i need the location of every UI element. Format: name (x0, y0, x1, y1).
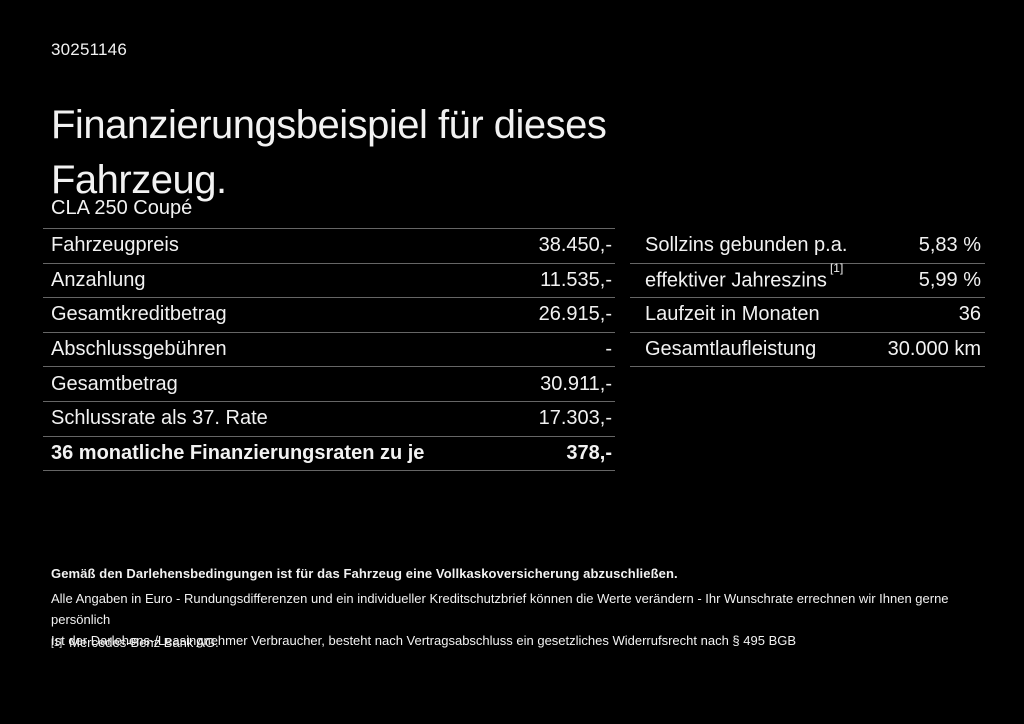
row-label: Laufzeit in Monaten (645, 303, 820, 326)
row-label: 36 monatliche Finanzierungsraten zu je (51, 441, 425, 464)
document-id: 30251146 (51, 40, 127, 59)
table-row: Gesamtlaufleistung 30.000 km (630, 333, 985, 368)
row-label: Gesamtkreditbetrag (51, 303, 227, 326)
table-row: Gesamtbetrag 30.911,- (43, 367, 615, 402)
page-title: Finanzierungsbeispiel für dieses Fahrzeu… (51, 102, 607, 202)
footnote-text: Mercedes-Benz Bank AG. (69, 635, 219, 650)
row-label-text: effektiver Jahreszins (645, 269, 827, 292)
footnote-marker: [1] (51, 638, 63, 649)
row-value: 378,- (566, 441, 612, 464)
table-row: effektiver Jahreszins[1] 5,99 % (630, 261, 985, 299)
legal-note-line: Ist der Darlehens-/Leasingnehmer Verbrau… (51, 633, 797, 648)
insurance-note: Gemäß den Darlehensbedingungen ist für d… (51, 566, 678, 581)
table-row: Sollzins gebunden p.a. 5,83 % (630, 229, 985, 264)
row-value: 38.450,- (538, 234, 612, 257)
row-label: Schlussrate als 37. Rate (51, 407, 268, 430)
row-label: Gesamtlaufleistung (645, 338, 817, 361)
table-row: Fahrzeugpreis 38.450,- (43, 229, 615, 264)
row-label: effektiver Jahreszins[1] (645, 261, 843, 293)
row-label: Abschlussgebühren (51, 338, 227, 361)
vehicle-model: CLA 250 Coupé (51, 197, 193, 219)
row-value: - (605, 338, 612, 361)
row-value: 30.000 km (887, 338, 981, 361)
table-row: Anzahlung 11.535,- (43, 264, 615, 299)
row-label: Anzahlung (51, 268, 146, 291)
row-label: Gesamtbetrag (51, 372, 178, 395)
legal-notes: Alle Angaben in Euro - Rundungsdifferenz… (51, 588, 991, 651)
financing-table: Fahrzeugpreis 38.450,- Anzahlung 11.535,… (43, 228, 615, 472)
row-value: 17.303,- (538, 407, 612, 430)
row-value: 26.915,- (538, 303, 612, 326)
row-label: Sollzins gebunden p.a. (645, 234, 848, 257)
conditions-table: Sollzins gebunden p.a. 5,83 % effektiver… (630, 229, 985, 368)
table-row: Schlussrate als 37. Rate 17.303,- (43, 402, 615, 437)
legal-note-line: Alle Angaben in Euro - Rundungsdifferenz… (51, 591, 949, 627)
table-row: Abschlussgebühren - (43, 333, 615, 368)
table-row-monthly-rate: 36 monatliche Finanzierungsraten zu je 3… (43, 437, 615, 472)
table-row: Gesamtkreditbetrag 26.915,- (43, 298, 615, 333)
row-value: 5,83 % (918, 234, 981, 257)
footnote: [1] Mercedes-Benz Bank AG. (51, 635, 219, 650)
row-value: 30.911,- (540, 372, 612, 395)
row-label: Fahrzeugpreis (51, 234, 179, 257)
row-value: 5,99 % (918, 268, 981, 291)
row-value: 36 (958, 303, 981, 326)
table-row: Laufzeit in Monaten 36 (630, 298, 985, 333)
row-value: 11.535,- (540, 268, 612, 291)
footnote-reference: [1] (829, 261, 844, 276)
